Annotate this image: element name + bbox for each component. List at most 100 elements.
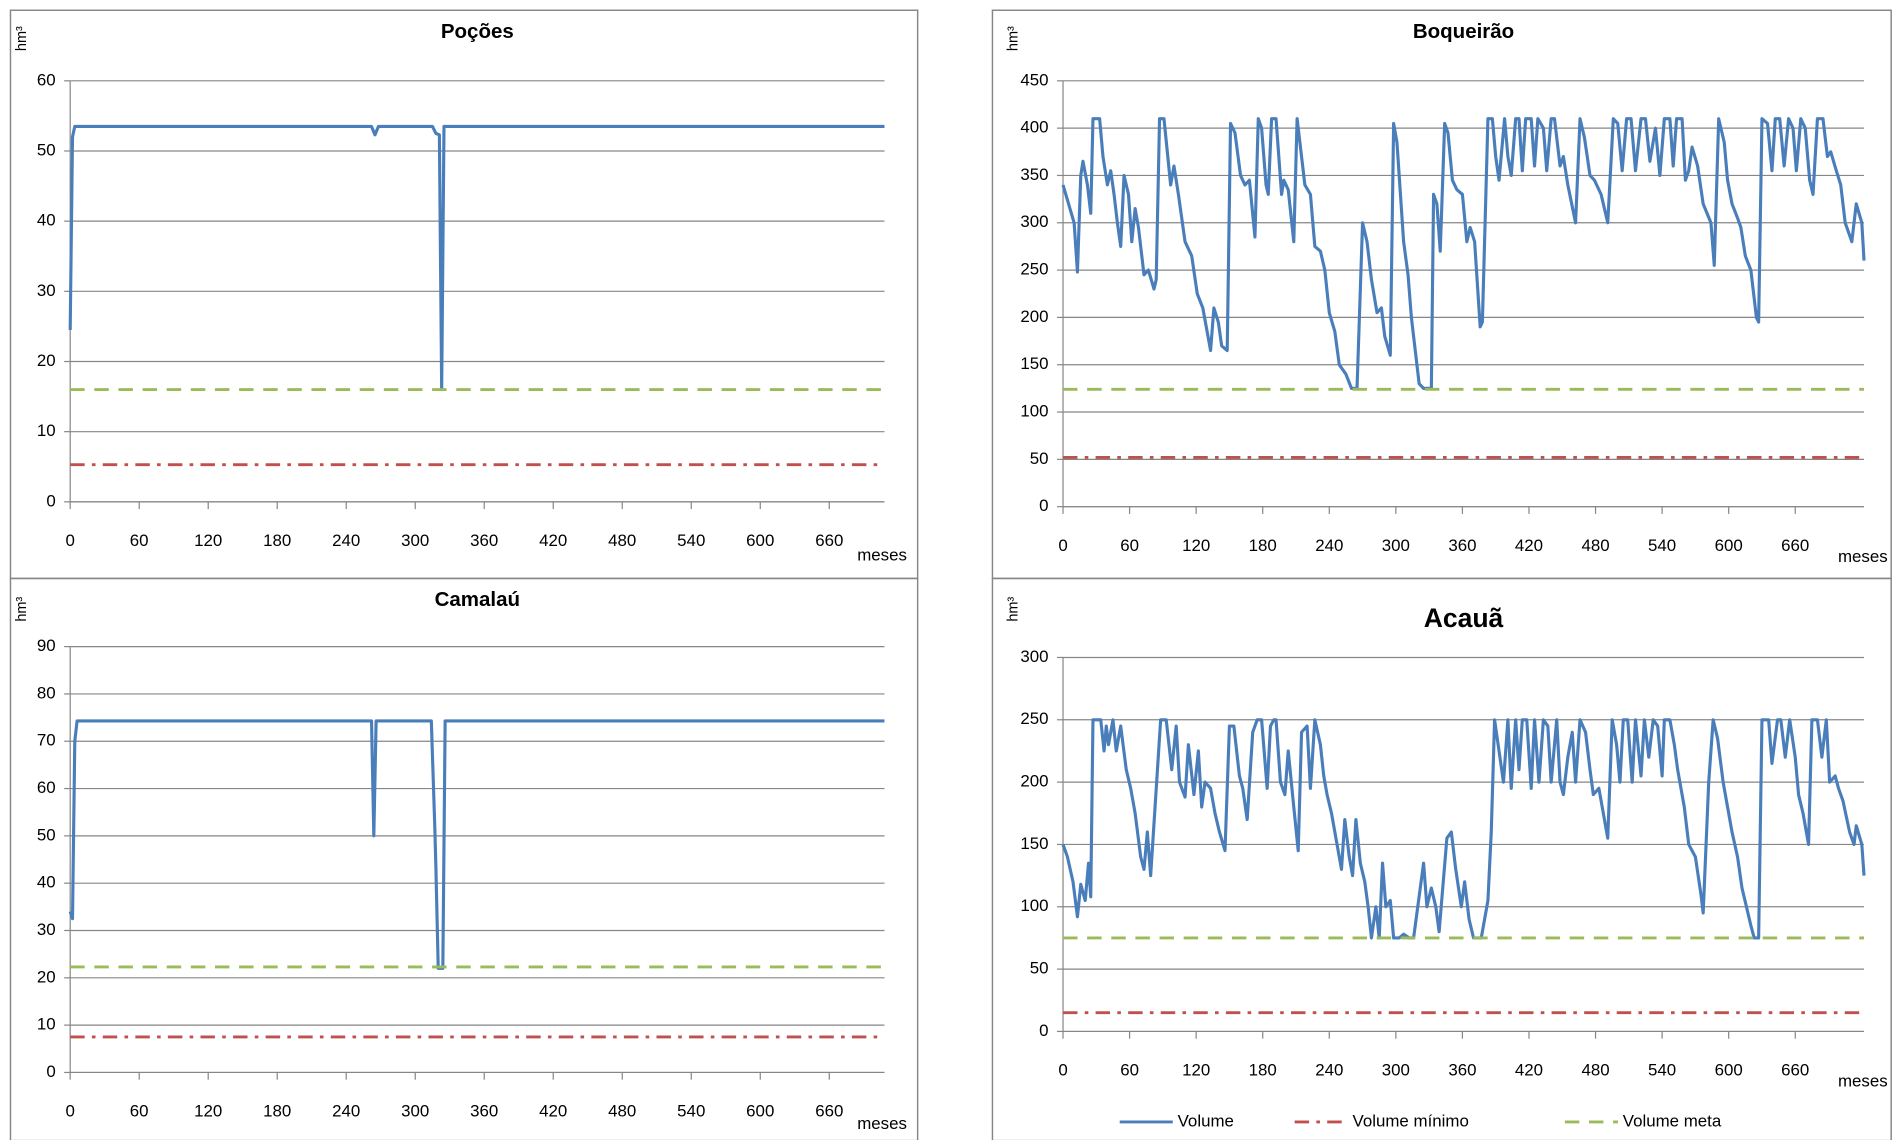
x-tick-label: 660 — [1781, 1061, 1809, 1080]
x-tick-label: 540 — [677, 1102, 705, 1121]
x-axis-label: meses — [857, 1114, 907, 1133]
y-tick-label: 10 — [37, 421, 56, 440]
x-tick-label: 360 — [1448, 536, 1476, 555]
series-line — [68, 124, 885, 392]
x-tick-label: 480 — [608, 531, 636, 550]
y-tick-label: 50 — [1030, 959, 1049, 978]
x-tick-label: 60 — [130, 531, 149, 550]
y-tick-label: 50 — [37, 825, 56, 844]
y-tick-label: 200 — [1020, 772, 1048, 791]
x-tick-label: 180 — [263, 531, 291, 550]
x-tick-label: 660 — [1781, 536, 1809, 555]
y-tick-label: 0 — [46, 491, 55, 510]
x-tick-label: 180 — [1249, 1061, 1277, 1080]
x-tick-label: 540 — [677, 531, 705, 550]
x-tick-label: 300 — [1382, 1061, 1410, 1080]
y-tick-label: 10 — [37, 1015, 56, 1034]
x-axis-label: meses — [1838, 1072, 1888, 1091]
y-axis-label: hm³ — [14, 26, 30, 51]
x-tick-label: 300 — [401, 531, 429, 550]
x-tick-label: 180 — [263, 1102, 291, 1121]
x-tick-label: 120 — [1182, 1061, 1210, 1080]
x-tick-label: 240 — [332, 1102, 360, 1121]
x-tick-label: 0 — [65, 531, 74, 550]
x-tick-label: 120 — [1182, 536, 1210, 555]
x-tick-label: 180 — [1249, 536, 1277, 555]
y-tick-label: 40 — [37, 873, 56, 892]
y-tick-label: 0 — [46, 1062, 55, 1081]
x-axis-label: meses — [857, 546, 907, 565]
x-tick-label: 420 — [1515, 1061, 1543, 1080]
x-tick-label: 300 — [401, 1102, 429, 1121]
y-tick-label: 250 — [1020, 709, 1048, 728]
x-tick-label: 0 — [1058, 536, 1067, 555]
legend-label: Volume mínimo — [1353, 1111, 1469, 1130]
legend-label: Volume meta — [1623, 1111, 1722, 1130]
x-tick-label: 240 — [1315, 1061, 1343, 1080]
y-tick-label: 70 — [37, 731, 56, 750]
y-tick-label: 50 — [1030, 449, 1049, 468]
y-tick-label: 300 — [1020, 212, 1048, 231]
y-tick-label: 50 — [37, 140, 56, 159]
y-tick-label: 100 — [1020, 401, 1048, 420]
y-tick-label: 20 — [37, 351, 56, 370]
panel-border — [9, 577, 919, 1140]
y-tick-label: 350 — [1020, 165, 1048, 184]
y-tick-label: 0 — [1039, 496, 1048, 515]
y-axis-label: hm³ — [1005, 26, 1021, 51]
y-tick-label: 0 — [1039, 1021, 1048, 1040]
y-tick-label: 450 — [1020, 70, 1048, 89]
series-line — [1061, 718, 1866, 940]
y-tick-label: 150 — [1020, 834, 1048, 853]
x-tick-label: 600 — [1715, 536, 1743, 555]
y-tick-label: 30 — [37, 281, 56, 300]
x-tick-label: 600 — [746, 1102, 774, 1121]
x-tick-label: 0 — [65, 1102, 74, 1121]
chart-title: Boqueirão — [1413, 20, 1514, 43]
x-tick-label: 660 — [815, 1102, 843, 1121]
x-tick-label: 360 — [1448, 1061, 1476, 1080]
chart-title: Camalaú — [435, 588, 520, 611]
x-tick-label: 420 — [1515, 536, 1543, 555]
series-line — [1061, 117, 1866, 390]
y-tick-label: 40 — [37, 211, 56, 230]
x-tick-label: 60 — [130, 1102, 149, 1121]
x-tick-label: 660 — [815, 531, 843, 550]
x-axis-label: meses — [1838, 547, 1888, 566]
y-tick-label: 300 — [1020, 647, 1048, 666]
y-tick-label: 30 — [37, 920, 56, 939]
y-tick-label: 250 — [1020, 260, 1048, 279]
x-tick-label: 240 — [332, 531, 360, 550]
x-tick-label: 0 — [1058, 1061, 1067, 1080]
chart-title: Poções — [441, 20, 514, 43]
x-tick-label: 600 — [1715, 1061, 1743, 1080]
x-tick-label: 120 — [194, 531, 222, 550]
y-tick-label: 80 — [37, 683, 56, 702]
x-tick-label: 540 — [1648, 1061, 1676, 1080]
y-tick-label: 150 — [1020, 354, 1048, 373]
x-tick-label: 120 — [194, 1102, 222, 1121]
chart-title: Acauã — [1424, 603, 1504, 633]
x-tick-label: 420 — [539, 1102, 567, 1121]
y-tick-label: 60 — [37, 778, 56, 797]
legend-label: Volume — [1178, 1111, 1234, 1130]
y-axis-label: hm³ — [14, 597, 30, 622]
x-tick-label: 360 — [470, 531, 498, 550]
y-tick-label: 400 — [1020, 118, 1048, 137]
x-tick-label: 480 — [1581, 536, 1609, 555]
x-tick-label: 420 — [539, 531, 567, 550]
y-axis-label: hm³ — [1005, 597, 1021, 622]
x-tick-label: 480 — [1581, 1061, 1609, 1080]
panel-border — [991, 577, 1892, 1140]
x-tick-label: 60 — [1120, 536, 1139, 555]
y-tick-label: 60 — [37, 70, 56, 89]
y-tick-label: 20 — [37, 967, 56, 986]
x-tick-label: 300 — [1382, 536, 1410, 555]
x-tick-label: 540 — [1648, 536, 1676, 555]
y-tick-label: 90 — [37, 636, 56, 655]
x-tick-label: 600 — [746, 531, 774, 550]
x-tick-label: 240 — [1315, 536, 1343, 555]
x-tick-label: 360 — [470, 1102, 498, 1121]
y-tick-label: 200 — [1020, 307, 1048, 326]
